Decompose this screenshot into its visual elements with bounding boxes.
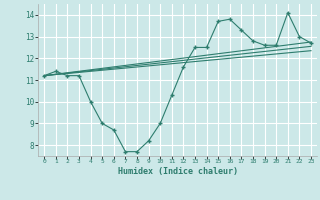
X-axis label: Humidex (Indice chaleur): Humidex (Indice chaleur): [118, 167, 238, 176]
